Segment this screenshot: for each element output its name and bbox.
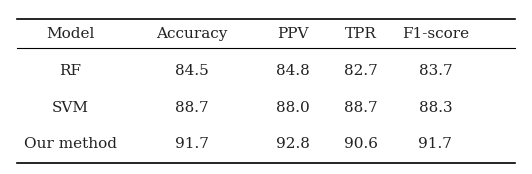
Text: RF: RF [59, 64, 81, 78]
Text: 88.0: 88.0 [276, 101, 309, 115]
Text: 92.8: 92.8 [276, 137, 310, 151]
Text: 90.6: 90.6 [344, 137, 378, 151]
Text: PPV: PPV [277, 27, 308, 41]
Text: Accuracy: Accuracy [156, 27, 228, 41]
Text: 88.7: 88.7 [344, 101, 378, 115]
Text: 82.7: 82.7 [344, 64, 378, 78]
Text: Model: Model [46, 27, 94, 41]
Text: 88.3: 88.3 [419, 101, 452, 115]
Text: 84.8: 84.8 [276, 64, 309, 78]
Text: TPR: TPR [345, 27, 377, 41]
Text: F1-score: F1-score [402, 27, 469, 41]
Text: 83.7: 83.7 [419, 64, 452, 78]
Text: 88.7: 88.7 [175, 101, 209, 115]
Text: 91.7: 91.7 [175, 137, 209, 151]
Text: SVM: SVM [52, 101, 89, 115]
Text: 91.7: 91.7 [418, 137, 452, 151]
Text: 84.5: 84.5 [175, 64, 209, 78]
Text: Our method: Our method [24, 137, 117, 151]
